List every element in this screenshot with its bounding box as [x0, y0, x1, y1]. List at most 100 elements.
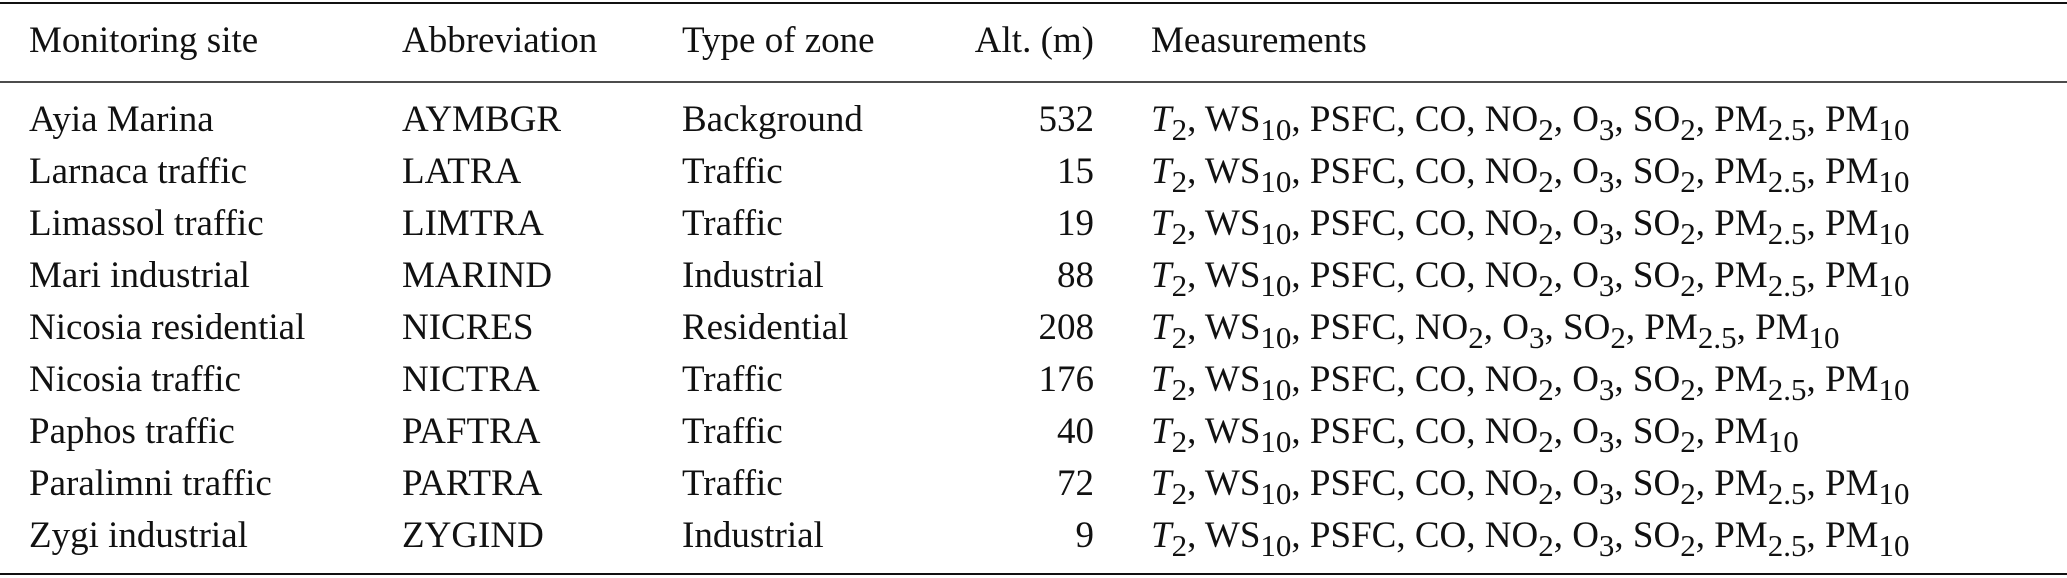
cell: LIMTRA [402, 203, 544, 244]
measurement-text: , WS [1187, 515, 1260, 556]
measurement-text: , O [1554, 463, 1599, 504]
subscript: 3 [1599, 112, 1615, 147]
measurement-text: , SO [1614, 99, 1680, 140]
measurement-text: T [1151, 99, 1174, 140]
measurement-text: , PSFC, CO, NO [1291, 255, 1538, 296]
cell: NICRES [402, 307, 534, 348]
header-cell: Measurements [1151, 20, 1367, 61]
measurement-text: T [1151, 255, 1174, 296]
subscript: 10 [1260, 216, 1291, 251]
subscript: 10 [1809, 320, 1840, 355]
cell: Mari industrial [29, 255, 250, 296]
subscript: 2 [1172, 216, 1188, 251]
subscript: 2 [1680, 476, 1696, 511]
cell: Traffic [682, 151, 783, 192]
measurement-text: , SO [1545, 307, 1611, 348]
subscript: 2 [1538, 164, 1554, 199]
measurement-text: T [1151, 307, 1174, 348]
cell: Paphos traffic [29, 411, 235, 452]
cell: Paralimni traffic [29, 463, 272, 504]
cell: Nicosia traffic [29, 359, 241, 400]
cell: LATRA [402, 151, 522, 192]
measurement-text: , WS [1187, 151, 1260, 192]
cell: 532 [1039, 99, 1095, 140]
cell: Background [682, 99, 863, 140]
subscript: 10 [1878, 112, 1909, 147]
subscript: 10 [1878, 528, 1909, 563]
subscript: 10 [1260, 320, 1291, 355]
subscript: 10 [1260, 528, 1291, 563]
cell: ZYGIND [402, 515, 544, 556]
measurement-text: , O [1484, 307, 1529, 348]
subscript: 2 [1538, 424, 1554, 459]
measurements-cell: T2, WS10, PSFC, CO, NO2, O3, SO2, PM2.5,… [1151, 359, 1909, 407]
measurement-text: , O [1554, 203, 1599, 244]
subscript: 10 [1260, 164, 1291, 199]
subscript: 2.5 [1768, 216, 1807, 251]
measurement-text: , O [1554, 99, 1599, 140]
measurement-text: , PM [1696, 203, 1768, 244]
measurement-text: , PM [1696, 151, 1768, 192]
subscript: 10 [1768, 424, 1799, 459]
subscript: 3 [1599, 216, 1615, 251]
cell: 15 [1057, 151, 1094, 192]
subscript: 2 [1172, 112, 1188, 147]
subscript: 2.5 [1768, 112, 1807, 147]
subscript: 3 [1599, 164, 1615, 199]
subscript: 2 [1172, 268, 1188, 303]
measurement-text: T [1151, 151, 1174, 192]
measurement-text: , WS [1187, 359, 1260, 400]
measurement-text: , PSFC, CO, NO [1291, 463, 1538, 504]
measurement-text: , O [1554, 515, 1599, 556]
cell: Residential [682, 307, 848, 348]
subscript: 2 [1680, 216, 1696, 251]
measurement-text: , PM [1696, 359, 1768, 400]
subscript: 10 [1260, 112, 1291, 147]
cell: Traffic [682, 203, 783, 244]
measurement-text: , PM [1806, 463, 1878, 504]
measurement-text: , PM [1806, 515, 1878, 556]
subscript: 2 [1538, 476, 1554, 511]
subscript: 2 [1172, 320, 1188, 355]
measurements-cell: T2, WS10, PSFC, CO, NO2, O3, SO2, PM10 [1151, 411, 1799, 459]
cell: NICTRA [402, 359, 540, 400]
measurement-text: , PM [1806, 203, 1878, 244]
measurements-cell: T2, WS10, PSFC, CO, NO2, O3, SO2, PM2.5,… [1151, 151, 1909, 199]
measurement-text: , WS [1187, 307, 1260, 348]
subscript: 3 [1599, 528, 1615, 563]
cell: AYMBGR [402, 99, 561, 140]
measurement-text: , PM [1696, 515, 1768, 556]
subscript: 2 [1680, 112, 1696, 147]
cell: Ayia Marina [29, 99, 214, 140]
measurement-text: , PM [1696, 411, 1768, 452]
subscript: 2 [1172, 372, 1188, 407]
subscript: 10 [1878, 372, 1909, 407]
measurements-cell: T2, WS10, PSFC, CO, NO2, O3, SO2, PM2.5,… [1151, 99, 1909, 147]
subscript: 2 [1468, 320, 1484, 355]
measurement-text: , O [1554, 411, 1599, 452]
measurement-text: , SO [1614, 463, 1680, 504]
cell: Nicosia residential [29, 307, 305, 348]
table-body: Monitoring site Abbreviation Type of zone A… [29, 20, 1909, 563]
subscript: 2 [1172, 528, 1188, 563]
subscript: 10 [1260, 268, 1291, 303]
header-cell: Type of zone [682, 20, 875, 61]
cell: PAFTRA [402, 411, 541, 452]
subscript: 2.5 [1768, 268, 1807, 303]
subscript: 2 [1172, 424, 1188, 459]
subscript: 2 [1538, 216, 1554, 251]
measurement-text: , PSFC, CO, NO [1291, 99, 1538, 140]
measurement-text: , PSFC, CO, NO [1291, 203, 1538, 244]
measurement-text: T [1151, 515, 1174, 556]
subscript: 2.5 [1768, 372, 1807, 407]
subscript: 2 [1538, 112, 1554, 147]
subscript: 2 [1172, 476, 1188, 511]
subscript: 2 [1538, 268, 1554, 303]
subscript: 10 [1260, 476, 1291, 511]
subscript: 2 [1680, 164, 1696, 199]
measurement-text: , SO [1614, 151, 1680, 192]
cell: Industrial [682, 255, 824, 296]
cell: Zygi industrial [29, 515, 248, 556]
measurements-cell: T2, WS10, PSFC, CO, NO2, O3, SO2, PM2.5,… [1151, 255, 1909, 303]
